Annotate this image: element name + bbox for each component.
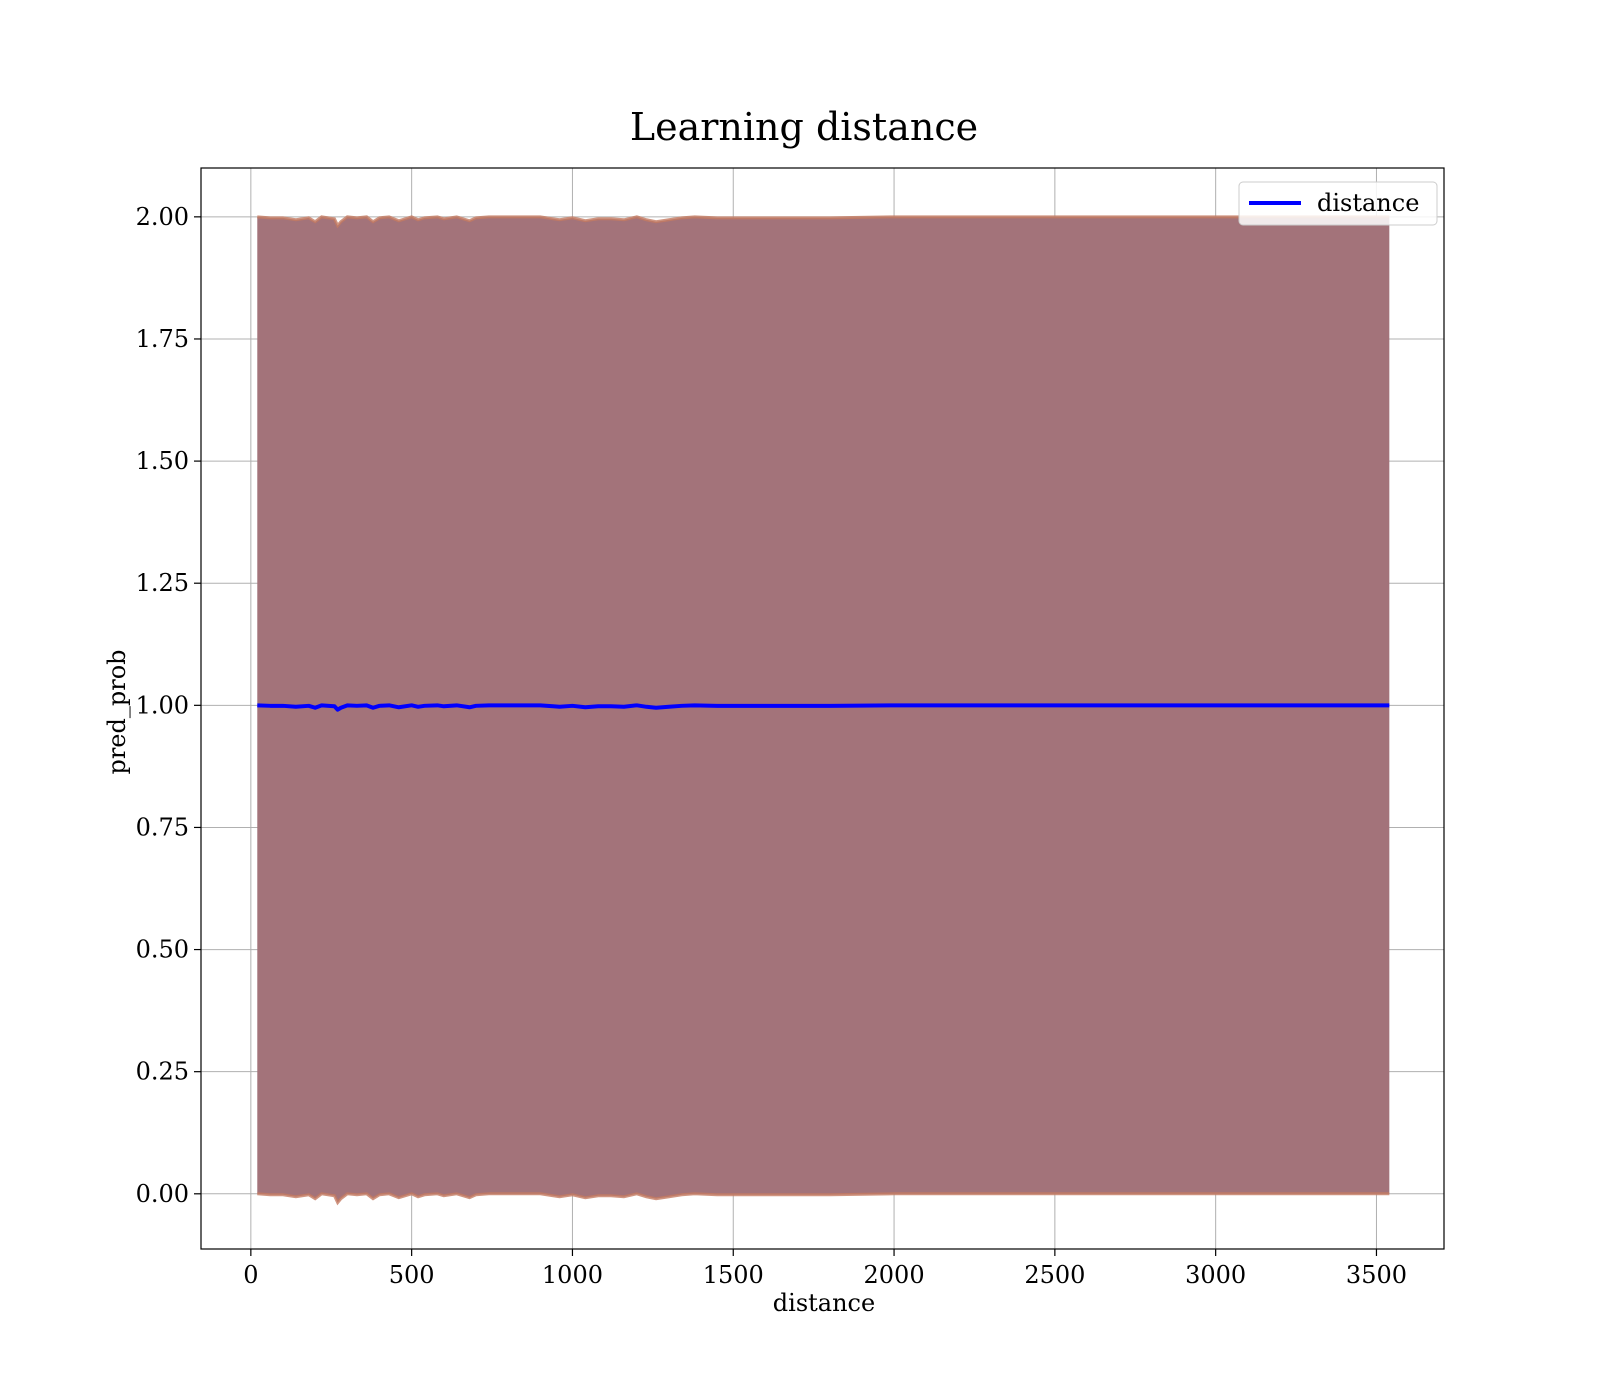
- x-tick-label: 3500: [1346, 1261, 1407, 1289]
- x-tick-label: 3000: [1185, 1261, 1246, 1289]
- y-tick-label: 1.75: [136, 325, 189, 353]
- y-tick-label: 0.00: [136, 1180, 189, 1208]
- series-lines: [257, 703, 1390, 712]
- axis-ticks: 0 500 1000 1500 2000 2500 3000 3500 0.00 0.25 0.50…: [136, 203, 1407, 1289]
- confidence-band: [257, 215, 1390, 1206]
- x-tick-label: 0: [243, 1261, 258, 1289]
- y-tick-label: 1.25: [136, 569, 189, 597]
- y-tick-label: 0.50: [136, 936, 189, 964]
- plot-frame: [200, 167, 1445, 1250]
- band-fill: [257, 216, 1390, 1203]
- x-tick-label: 2000: [864, 1261, 925, 1289]
- legend-label-distance: distance: [1317, 189, 1419, 217]
- x-tick-label: 1500: [703, 1261, 764, 1289]
- y-tick-label: 0.75: [136, 813, 189, 841]
- band-lower-edge: [257, 1192, 1390, 1206]
- band-upper-edge: [257, 215, 1390, 229]
- y-tick-label: 0.25: [136, 1058, 189, 1086]
- x-axis-label: distance: [773, 1289, 875, 1317]
- y-tick-label: 1.00: [136, 691, 189, 719]
- legend: distance: [1238, 181, 1438, 226]
- y-axis-label: pred_prob: [103, 649, 131, 774]
- y-tick-label: 2.00: [136, 203, 189, 231]
- legend-box: [1238, 181, 1438, 226]
- x-tick-label: 500: [389, 1261, 435, 1289]
- y-tick-label: 1.50: [136, 447, 189, 475]
- x-tick-label: 1000: [542, 1261, 603, 1289]
- series-line-distance: [257, 703, 1390, 712]
- x-tick-label: 2500: [1024, 1261, 1085, 1289]
- chart-title: Learning distance: [630, 105, 978, 149]
